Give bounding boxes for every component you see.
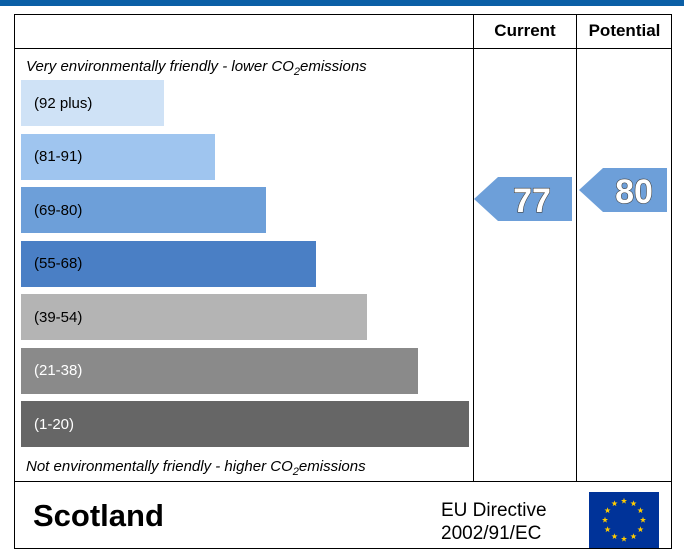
rating-band-label: (39-54) <box>34 308 83 326</box>
directive-line-1: EU Directive <box>441 500 547 521</box>
rating-band: (39-54) <box>21 294 368 340</box>
rating-band-label: (81-91) <box>34 148 83 165</box>
footer-divider <box>14 481 672 482</box>
rating-band: (81-91) <box>21 133 215 180</box>
directive-line-2: 2002/91/EC <box>441 523 542 544</box>
top-accent-bar <box>0 0 684 6</box>
eu-flag-icon <box>589 492 659 548</box>
eu-star-icon <box>630 533 637 540</box>
column-header-current: Current <box>494 21 556 40</box>
rating-band-label: (21-38) <box>34 362 83 379</box>
rating-band-label: (1-20) <box>34 415 75 433</box>
current-rating-arrow-shape <box>474 177 572 221</box>
rating-band: (92 plus) <box>21 80 164 126</box>
eu-star-icon <box>601 516 609 523</box>
top-note: Very environmentally friendly - lower CO… <box>26 58 367 78</box>
rating-band-label: (92 plus) <box>34 94 93 112</box>
rating-frame <box>14 14 672 549</box>
header-divider <box>14 48 672 49</box>
eu-star-icon <box>620 535 628 542</box>
potential-rating-arrow-shape <box>579 168 667 212</box>
divider-current <box>473 14 474 481</box>
rating-band-label: (69-80) <box>34 201 83 219</box>
eu-star-icon <box>604 526 611 533</box>
region-label: Scotland <box>33 498 164 533</box>
eu-star-icon <box>611 500 618 507</box>
current-rating-arrow: 77 <box>474 177 572 221</box>
rating-band: (21-38) <box>21 347 418 394</box>
column-header-potential: Potential <box>588 21 661 40</box>
bottom-note: Not environmentally friendly - higher CO… <box>26 458 366 478</box>
eu-directive-label: EU Directive 2002/91/EC <box>441 499 547 545</box>
rating-band: (55-68) <box>21 240 317 287</box>
rating-band: (69-80) <box>21 187 266 233</box>
eu-star-icon <box>620 497 628 504</box>
eu-star-icon <box>630 500 637 507</box>
rating-band-label: (55-68) <box>34 255 83 272</box>
eu-star-icon <box>611 533 618 540</box>
potential-rating-arrow: 80 <box>579 168 667 212</box>
eu-star-icon <box>604 507 611 514</box>
divider-potential <box>576 14 577 481</box>
eu-star-icon <box>639 516 647 523</box>
eu-star-icon <box>637 526 644 533</box>
rating-band: (1-20) <box>21 401 469 447</box>
eu-star-icon <box>637 507 644 514</box>
current-rating-value: 77 <box>513 182 551 220</box>
potential-rating-value: 80 <box>615 173 653 211</box>
